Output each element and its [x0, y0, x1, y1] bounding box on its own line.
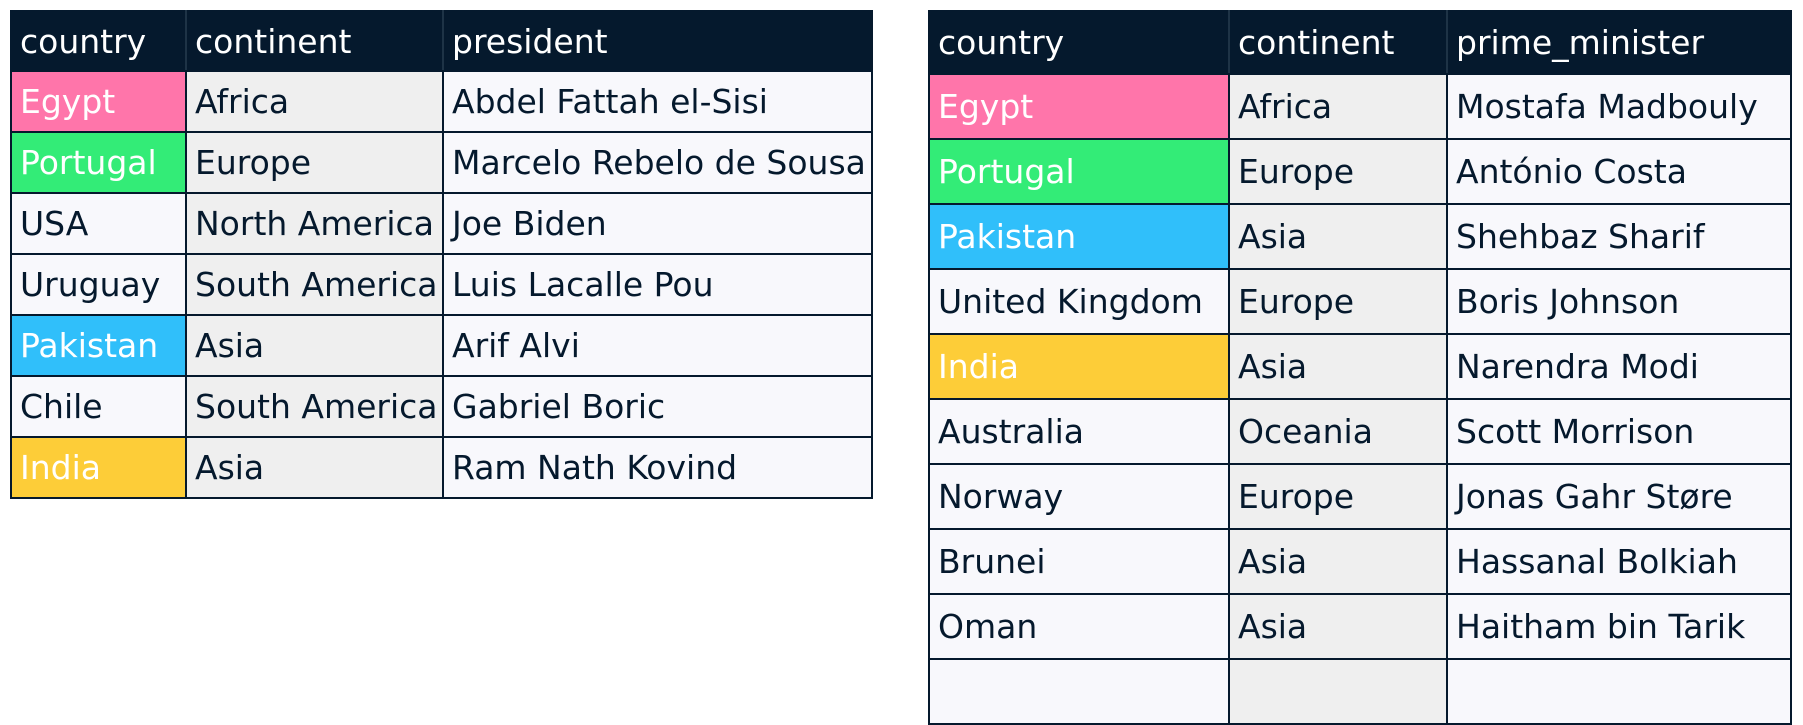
leader-cell: Hassanal Bolkiah	[1446, 528, 1792, 595]
table-row: Australia Oceania Scott Morrison	[928, 398, 1792, 465]
continent-cell: South America	[185, 375, 444, 438]
presidents-table-header: country continent president	[10, 10, 873, 72]
continent-cell: Europe	[185, 131, 444, 194]
continent-cell: Asia	[1228, 593, 1448, 660]
leader-cell: Scott Morrison	[1446, 398, 1792, 465]
continent-cell: Asia	[185, 314, 444, 377]
presidents-table-body: Egypt Africa Abdel Fattah el-Sisi Portugal E…	[10, 70, 873, 499]
country-cell: Chile	[10, 375, 187, 438]
continent-cell: Europe	[1228, 268, 1448, 335]
leader-cell: Abdel Fattah el-Sisi	[442, 70, 873, 133]
continent-cell: Asia	[1228, 203, 1448, 270]
table-row: Pakistan Asia Arif Alvi	[10, 314, 873, 377]
table-row: USA North America Joe Biden	[10, 192, 873, 255]
continent-cell: Europe	[1228, 463, 1448, 530]
column-header-prime-minister[interactable]: prime_minister	[1446, 10, 1792, 75]
leader-cell: Joe Biden	[442, 192, 873, 255]
leader-cell: Boris Johnson	[1446, 268, 1792, 335]
column-header-country[interactable]: country	[928, 10, 1230, 75]
table-row: Portugal Europe António Costa	[928, 138, 1792, 205]
column-header-country[interactable]: country	[10, 10, 187, 72]
country-cell: Portugal	[928, 138, 1230, 205]
table-row: Norway Europe Jonas Gahr Støre	[928, 463, 1792, 530]
country-cell: Norway	[928, 463, 1230, 530]
leader-cell: Gabriel Boric	[442, 375, 873, 438]
table-row: Oman Asia Haitham bin Tarik	[928, 593, 1792, 660]
continent-cell: North America	[185, 192, 444, 255]
country-cell: Portugal	[10, 131, 187, 194]
column-header-continent[interactable]: continent	[1228, 10, 1448, 75]
table-row: Portugal Europe Marcelo Rebelo de Sousa	[10, 131, 873, 194]
leader-cell: Marcelo Rebelo de Sousa	[442, 131, 873, 194]
table-row: Pakistan Asia Shehbaz Sharif	[928, 203, 1792, 270]
leader-cell: Mostafa Madbouly	[1446, 73, 1792, 140]
prime-ministers-table: country continent prime_minister Egypt Af…	[928, 10, 1792, 725]
continent-cell: Africa	[185, 70, 444, 133]
leader-cell: Ram Nath Kovind	[442, 436, 873, 499]
country-cell: Pakistan	[10, 314, 187, 377]
country-cell: Egypt	[928, 73, 1230, 140]
leader-cell: Jonas Gahr Støre	[1446, 463, 1792, 530]
continent-cell: Asia	[185, 436, 444, 499]
header-row: country continent president	[10, 10, 873, 72]
prime-ministers-table-header: country continent prime_minister	[928, 10, 1792, 75]
prime-ministers-table-body: Egypt Africa Mostafa Madbouly Portugal Europ…	[928, 73, 1792, 725]
header-row: country continent prime_minister	[928, 10, 1792, 75]
table-row: United Kingdom Europe Boris Johnson	[928, 268, 1792, 335]
country-cell: Pakistan	[928, 203, 1230, 270]
leader-cell: Haitham bin Tarik	[1446, 593, 1792, 660]
column-header-president[interactable]: president	[442, 10, 873, 72]
continent-cell: Africa	[1228, 73, 1448, 140]
leader-cell	[1446, 658, 1792, 725]
country-cell: Australia	[928, 398, 1230, 465]
country-cell: India	[928, 333, 1230, 400]
table-row: Brunei Asia Hassanal Bolkiah	[928, 528, 1792, 595]
continent-cell	[1228, 658, 1448, 725]
leader-cell: Arif Alvi	[442, 314, 873, 377]
country-cell: Oman	[928, 593, 1230, 660]
table-row: Egypt Africa Abdel Fattah el-Sisi	[10, 70, 873, 133]
country-cell	[928, 658, 1230, 725]
leader-cell: António Costa	[1446, 138, 1792, 205]
continent-cell: South America	[185, 253, 444, 316]
presidents-table: country continent president Egypt Africa A…	[10, 10, 873, 499]
leader-cell: Luis Lacalle Pou	[442, 253, 873, 316]
table-row: Chile South America Gabriel Boric	[10, 375, 873, 438]
leader-cell: Narendra Modi	[1446, 333, 1792, 400]
continent-cell: Oceania	[1228, 398, 1448, 465]
table-row: India Asia Ram Nath Kovind	[10, 436, 873, 499]
country-cell: USA	[10, 192, 187, 255]
country-cell: Brunei	[928, 528, 1230, 595]
table-row: India Asia Narendra Modi	[928, 333, 1792, 400]
country-cell: India	[10, 436, 187, 499]
column-header-continent[interactable]: continent	[185, 10, 444, 72]
continent-cell: Asia	[1228, 333, 1448, 400]
leader-cell: Shehbaz Sharif	[1446, 203, 1792, 270]
country-cell: United Kingdom	[928, 268, 1230, 335]
table-row: Egypt Africa Mostafa Madbouly	[928, 73, 1792, 140]
table-row	[928, 658, 1792, 725]
table-row: Uruguay South America Luis Lacalle Pou	[10, 253, 873, 316]
country-cell: Uruguay	[10, 253, 187, 316]
continent-cell: Asia	[1228, 528, 1448, 595]
country-cell: Egypt	[10, 70, 187, 133]
continent-cell: Europe	[1228, 138, 1448, 205]
